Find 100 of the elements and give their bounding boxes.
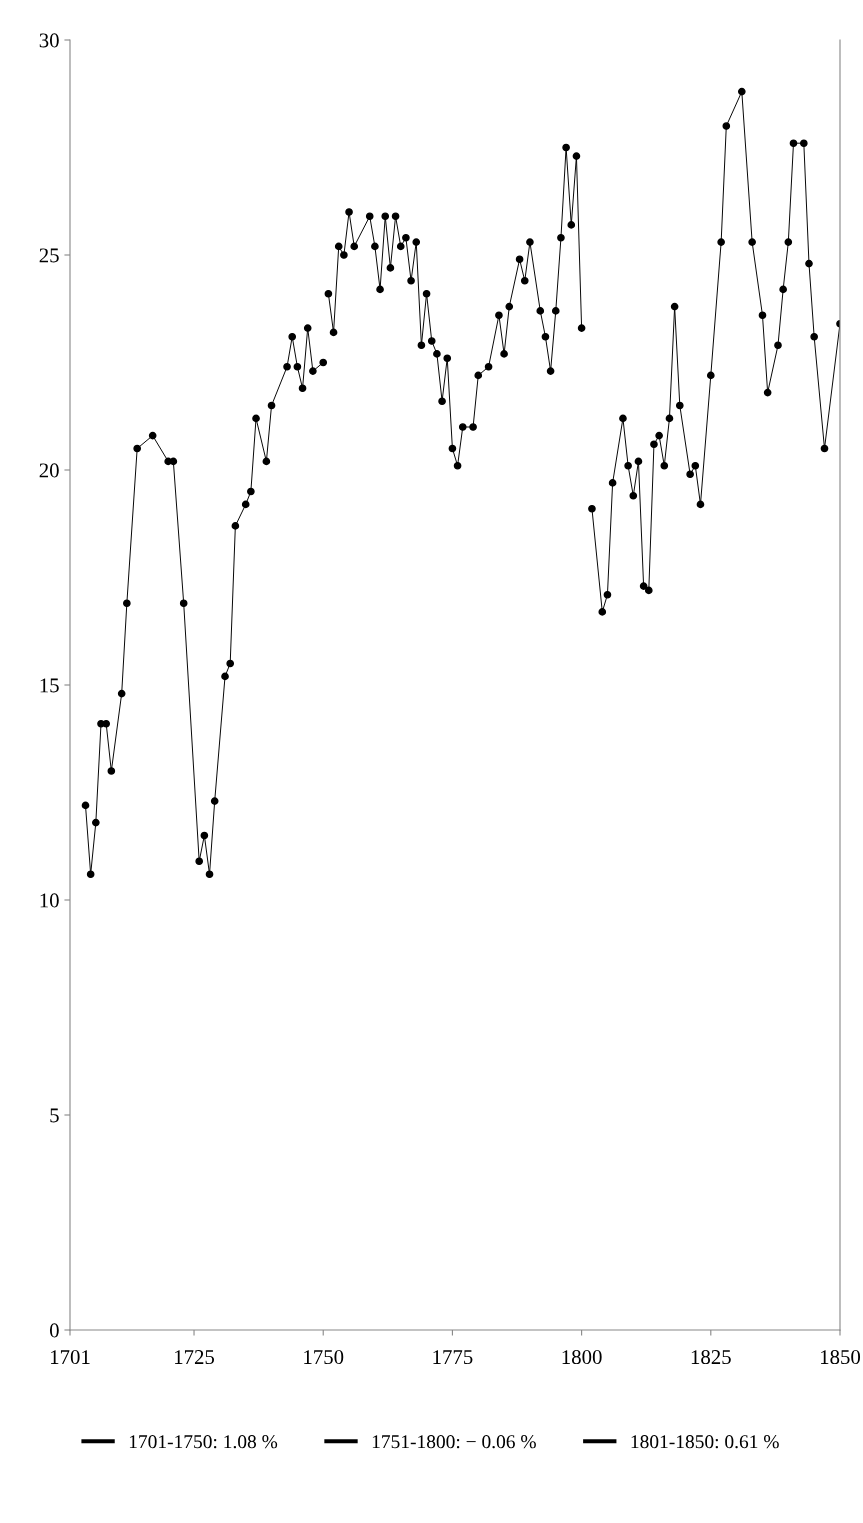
point xyxy=(86,870,95,879)
point xyxy=(371,242,379,251)
point xyxy=(252,414,260,423)
point xyxy=(345,208,353,216)
point xyxy=(438,397,446,406)
point xyxy=(412,238,421,246)
point xyxy=(706,371,715,380)
point xyxy=(169,457,178,466)
y-tick-label: 5 xyxy=(50,1108,59,1123)
point xyxy=(340,251,348,259)
point xyxy=(386,264,395,272)
point xyxy=(226,659,235,668)
point xyxy=(686,470,694,479)
point xyxy=(551,307,560,315)
point xyxy=(634,457,643,466)
point xyxy=(288,332,297,341)
point xyxy=(639,582,648,590)
point xyxy=(381,212,390,221)
point xyxy=(298,384,307,393)
point xyxy=(820,444,829,453)
point xyxy=(458,423,467,431)
point xyxy=(133,444,142,453)
point xyxy=(670,302,679,311)
x-tick-label: 1701 xyxy=(51,1350,90,1365)
point xyxy=(427,337,436,345)
point xyxy=(758,311,767,320)
point xyxy=(562,143,570,152)
legend-label: 1751-1800: − 0.06 % xyxy=(372,1435,536,1449)
point xyxy=(784,238,793,246)
point xyxy=(148,431,157,440)
point xyxy=(402,233,410,242)
point xyxy=(655,431,663,440)
point xyxy=(520,276,529,285)
point xyxy=(644,586,653,595)
point xyxy=(448,444,457,453)
point xyxy=(598,608,607,616)
point xyxy=(422,289,431,298)
point xyxy=(102,719,110,728)
point xyxy=(541,332,550,341)
point xyxy=(665,414,674,423)
point xyxy=(546,367,555,375)
point xyxy=(608,479,617,487)
point xyxy=(179,599,188,608)
point xyxy=(365,212,374,221)
point xyxy=(241,500,250,509)
point xyxy=(624,461,632,470)
point xyxy=(293,362,302,371)
point xyxy=(92,818,100,827)
point xyxy=(123,599,131,608)
point xyxy=(495,311,503,320)
point xyxy=(748,238,756,246)
point xyxy=(810,332,818,341)
point xyxy=(350,242,359,251)
point xyxy=(619,414,627,423)
point xyxy=(536,307,545,315)
point xyxy=(329,328,338,337)
point xyxy=(334,242,343,251)
point xyxy=(515,255,524,264)
point xyxy=(474,371,483,380)
point xyxy=(691,461,700,470)
point xyxy=(469,423,477,431)
point xyxy=(376,285,384,294)
point xyxy=(267,401,276,410)
x-tick-label: 1800 xyxy=(562,1350,602,1365)
point xyxy=(319,358,328,367)
point xyxy=(500,350,508,358)
point xyxy=(800,139,808,148)
y-tick-label: 30 xyxy=(39,33,59,48)
x-tick-label: 1825 xyxy=(691,1350,731,1365)
point xyxy=(779,285,787,294)
point xyxy=(717,238,725,246)
point xyxy=(195,857,204,866)
point xyxy=(117,689,126,698)
point xyxy=(443,354,452,363)
point xyxy=(722,122,731,130)
x-tick-label: 1725 xyxy=(175,1350,215,1365)
point xyxy=(391,212,400,221)
legend-label: 1801-1850: 0.61 % xyxy=(631,1435,779,1449)
point xyxy=(247,487,255,496)
point xyxy=(557,233,565,242)
y-tick-label: 15 xyxy=(40,678,59,693)
point xyxy=(774,341,782,350)
point xyxy=(407,276,415,285)
point xyxy=(629,491,638,500)
point xyxy=(567,221,576,229)
point xyxy=(577,324,586,332)
y-tick-label: 25 xyxy=(39,248,59,263)
point xyxy=(588,504,596,513)
point xyxy=(200,831,209,840)
point xyxy=(526,238,534,246)
point xyxy=(505,302,514,311)
point xyxy=(650,440,658,449)
point xyxy=(107,767,116,775)
y-tick-label: 20 xyxy=(39,463,59,478)
point xyxy=(417,341,426,350)
point xyxy=(789,139,798,148)
point xyxy=(660,461,669,470)
point xyxy=(737,87,746,96)
point xyxy=(396,242,405,251)
legend-label: 1701-1750: 1.08 % xyxy=(129,1435,278,1449)
